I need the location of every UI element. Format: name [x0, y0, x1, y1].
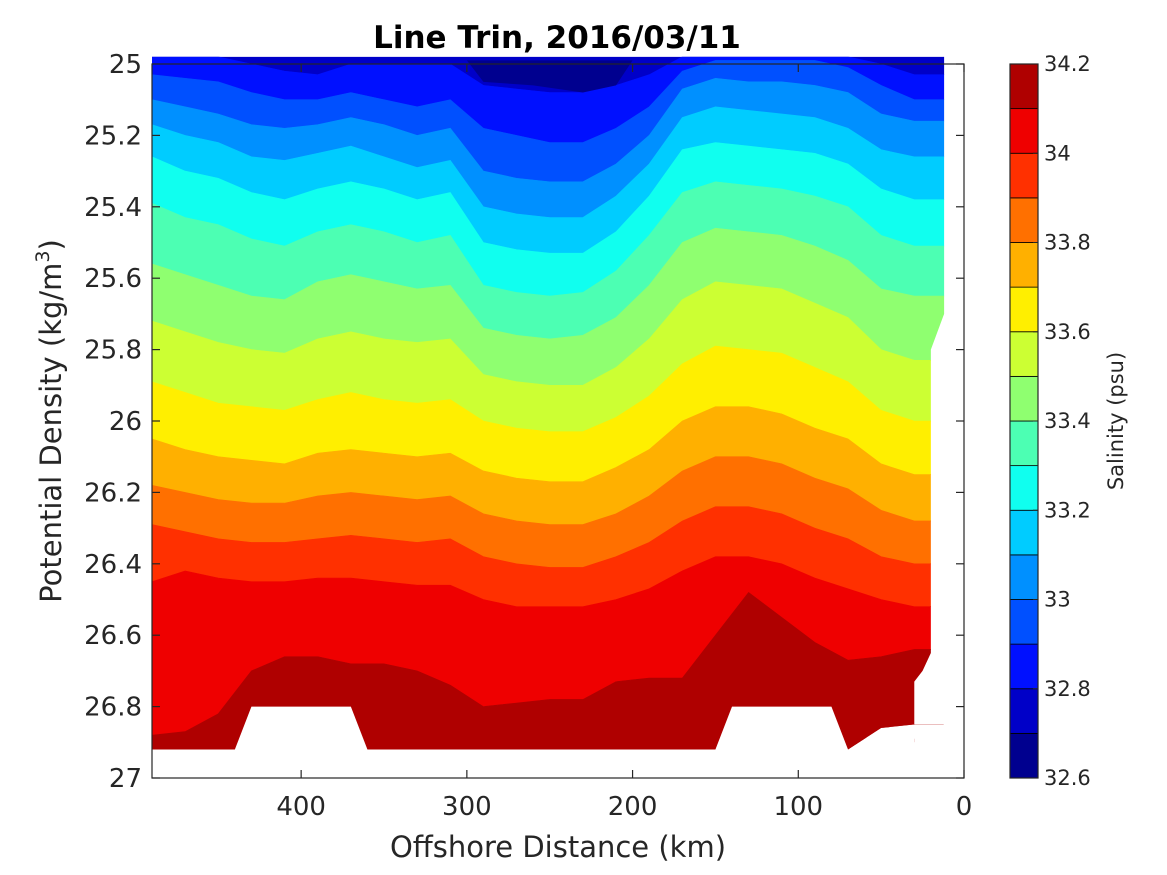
y-tick-label: 26.8	[84, 693, 142, 723]
colorbar-band	[1009, 375, 1039, 422]
colorbar: 32.6 32.8 33 33.2 33.4 33.6 33.8 34 34.2 Salinit…	[1009, 52, 1128, 790]
colorbar-tick-label: 33.2	[1044, 498, 1091, 522]
colorbar-tick-label: 33.8	[1044, 231, 1091, 255]
colorbar-band	[1009, 242, 1039, 288]
colorbar-band	[1009, 643, 1039, 690]
colorbar-label: Salinity (psu)	[1104, 352, 1128, 490]
chart-title: Line Trin, 2016/03/11	[373, 20, 741, 56]
colorbar-band	[1009, 599, 1039, 645]
contour-bands	[152, 56, 945, 750]
y-tick-label: 26.2	[84, 478, 142, 508]
y-axis-ticks: 25 25.2 25.4 25.6 25.8 26 26.2 26.4 26.6 26.8 27	[84, 50, 964, 794]
colorbar-band	[1009, 688, 1039, 734]
y-tick-label: 26	[109, 407, 142, 437]
missing-data-gaps	[234, 706, 848, 750]
colorbar-band	[1009, 108, 1039, 154]
y-tick-label: 25	[109, 50, 142, 80]
colorbar-tick-label: 34.2	[1044, 52, 1091, 76]
x-tick-label: 400	[276, 792, 326, 822]
contour-band-core	[466, 60, 633, 93]
colorbar-band	[1009, 465, 1039, 511]
colorbar-band	[1009, 197, 1039, 243]
y-axis-label-main: Potential Density (kg/m	[34, 263, 68, 603]
colorbar-band	[1009, 420, 1039, 467]
colorbar-tick-label: 33.4	[1044, 409, 1091, 433]
colorbar-tick-label: 33	[1044, 588, 1071, 612]
colorbar-tick-label: 32.6	[1044, 766, 1091, 790]
colorbar-band	[1009, 331, 1039, 377]
colorbar-band	[1009, 286, 1039, 333]
colorbar-band	[1009, 152, 1039, 199]
x-tick-label: 200	[608, 792, 658, 822]
missing-data-gap	[715, 706, 848, 750]
x-tick-label: 300	[442, 792, 492, 822]
colorbar-tick-label: 32.8	[1044, 677, 1091, 701]
x-axis-label: Offshore Distance (km)	[390, 830, 726, 864]
colorbar-band	[1009, 554, 1039, 600]
y-tick-label: 25.4	[84, 193, 142, 223]
missing-data-gap	[234, 706, 368, 750]
y-tick-label: 27	[109, 764, 142, 794]
x-tick-label: 100	[773, 792, 823, 822]
colorbar-tick-label: 34	[1044, 141, 1071, 165]
y-tick-label: 26.4	[84, 550, 142, 580]
colorbar-band	[1009, 63, 1039, 110]
y-axis-label: Potential Density (kg/m3)	[32, 239, 68, 603]
y-tick-label: 26.6	[84, 621, 142, 651]
y-axis-label-close: )	[34, 239, 68, 250]
colorbar-ticks: 32.6 32.8 33 33.2 33.4 33.6 33.8 34 34.2	[1033, 52, 1091, 790]
x-tick-label: 0	[956, 792, 973, 822]
y-axis-label-superscript: 3	[32, 250, 54, 262]
colorbar-band	[1009, 732, 1039, 779]
colorbar-band	[1009, 509, 1039, 556]
x-axis-ticks: 400 300 200 100 0	[276, 64, 972, 822]
y-tick-label: 25.2	[84, 121, 142, 151]
colorbar-tick-label: 33.6	[1044, 320, 1091, 344]
contour-plot-area: 400 300 200 100 0 25 25.2 25.4 25.6 25.8 26 26.2 26…	[84, 50, 972, 822]
y-tick-label: 25.8	[84, 336, 142, 366]
y-tick-label: 25.6	[84, 264, 142, 294]
